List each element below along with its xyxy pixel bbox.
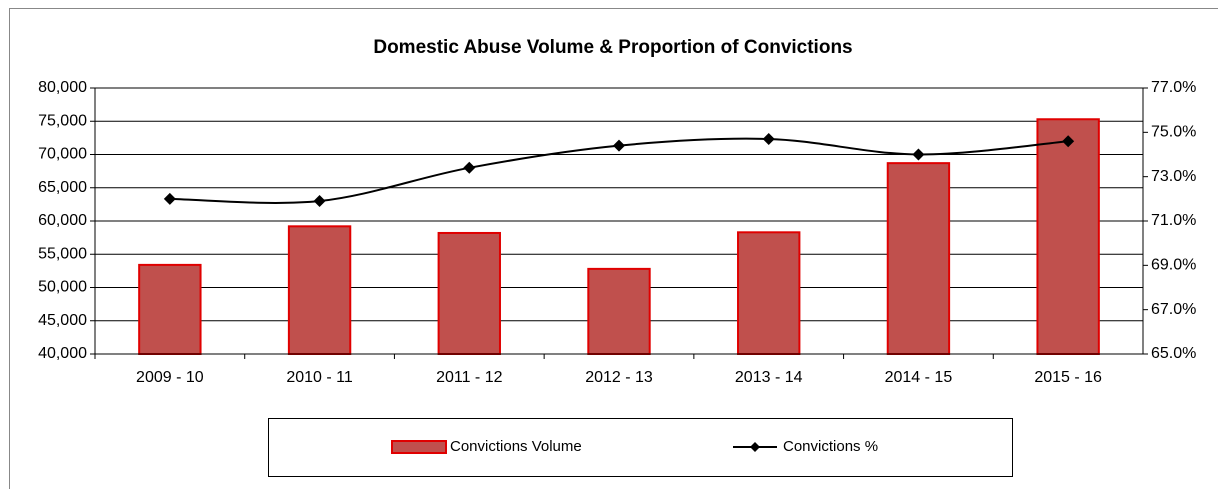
line-marker: [163, 192, 176, 205]
y-tick-label: 75,000: [38, 112, 87, 129]
bar: [587, 267, 651, 356]
legend-label: Convictions Volume: [450, 438, 582, 455]
x-tick-label: 2009 - 10: [136, 369, 204, 386]
y-tick-label: 45,000: [38, 312, 87, 329]
x-tick-label: 2012 - 13: [585, 369, 653, 386]
y-tick-label: 80,000: [38, 79, 87, 96]
legend-swatch: [391, 440, 447, 454]
line-marker: [313, 195, 326, 208]
line-marker: [1062, 135, 1075, 148]
legend-box: [268, 418, 1013, 477]
y-tick-label: 50,000: [38, 279, 87, 296]
bar: [1036, 118, 1100, 355]
line-marker: [463, 161, 476, 174]
y2-tick-label: 71.0%: [1151, 212, 1196, 229]
x-tick-label: 2013 - 14: [735, 369, 803, 386]
bar: [886, 162, 951, 355]
x-tick-label: 2014 - 15: [885, 369, 953, 386]
line-marker: [762, 132, 775, 145]
y-tick-label: 65,000: [38, 179, 87, 196]
y2-tick-label: 65.0%: [1151, 345, 1196, 362]
y-tick-label: 40,000: [38, 345, 87, 362]
y-tick-label: 55,000: [38, 245, 87, 262]
x-tick-label: 2015 - 16: [1034, 369, 1102, 386]
bar: [138, 263, 202, 356]
x-tick-label: 2011 - 12: [436, 369, 503, 386]
y2-tick-label: 75.0%: [1151, 124, 1196, 141]
chart-frame: [9, 8, 1218, 489]
line-marker: [613, 139, 625, 152]
y2-tick-label: 77.0%: [1151, 79, 1196, 96]
bar: [287, 225, 352, 356]
y2-tick-label: 67.0%: [1151, 301, 1196, 318]
y2-tick-label: 69.0%: [1151, 257, 1196, 274]
legend-marker: [750, 442, 760, 452]
bar: [737, 231, 801, 355]
bar: [437, 231, 501, 355]
chart-title: Domestic Abuse Volume & Proportion of Co…: [373, 37, 852, 58]
x-tick-label: 2010 - 11: [286, 369, 353, 386]
y-tick-label: 60,000: [38, 212, 87, 229]
y2-tick-label: 73.0%: [1151, 168, 1196, 185]
y-tick-label: 70,000: [38, 146, 87, 163]
line-marker: [912, 148, 925, 161]
legend-label: Convictions %: [783, 438, 878, 455]
